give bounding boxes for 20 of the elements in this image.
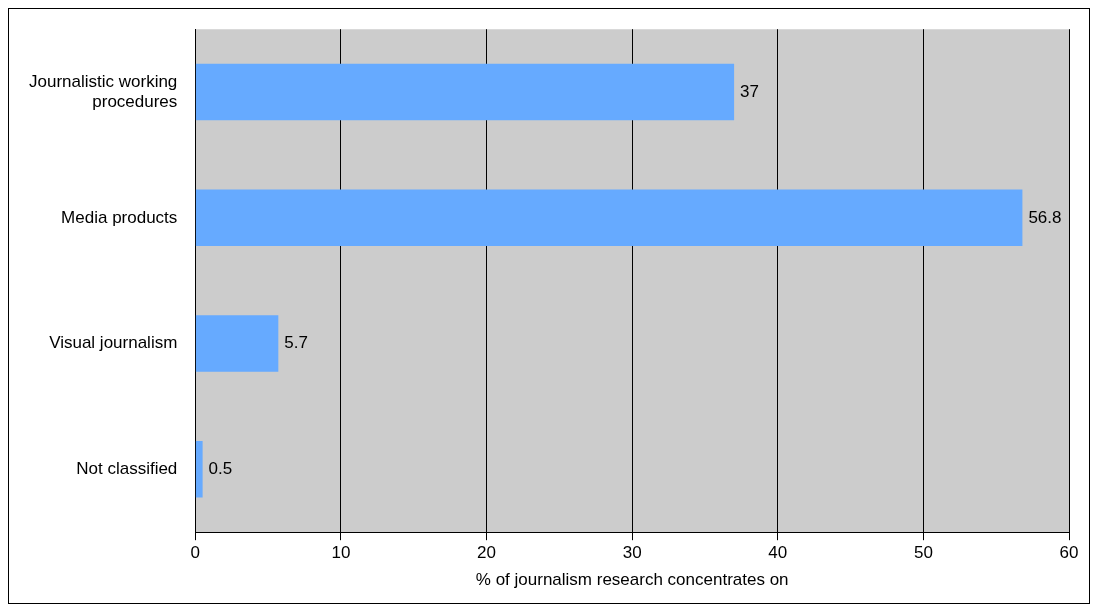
x-tick-label: 10 [331, 543, 351, 563]
y-tick-label: Not classified [76, 459, 178, 479]
y-tick-label: Media products [61, 207, 178, 227]
x-tick-label: 0 [190, 543, 201, 563]
x-axis-title: % of journalism research concentrates on [475, 570, 789, 590]
x-tick-label: 60 [1059, 543, 1079, 563]
y-tick-label: Visual journalism [49, 333, 178, 353]
x-tick-label: 20 [477, 543, 497, 563]
data-label: 37 [740, 81, 760, 101]
data-label: 56.8 [1028, 207, 1062, 227]
bar [195, 315, 279, 372]
data-label: 0.5 [208, 459, 233, 479]
x-tick-label: 50 [913, 543, 933, 563]
bar [195, 189, 1023, 247]
x-tick-label: 40 [768, 543, 788, 563]
bar [195, 441, 203, 498]
data-label: 5.7 [284, 333, 308, 353]
x-tick-label: 30 [622, 543, 642, 563]
y-tick-label: Journalistic working procedures [28, 71, 178, 111]
bar [195, 63, 735, 121]
